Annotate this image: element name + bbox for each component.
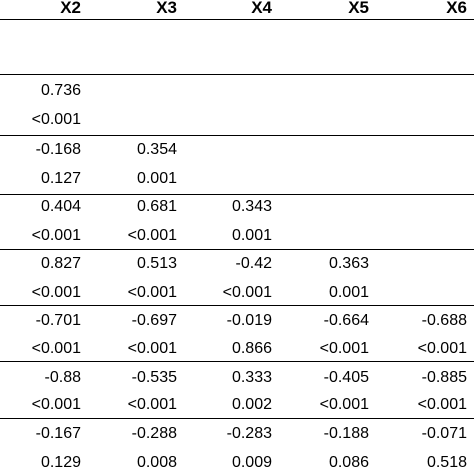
coefficient-cell: 0.354 <box>136 141 177 158</box>
p-value-cell: <0.001 <box>127 284 177 301</box>
p-value-cell: 0.086 <box>328 454 369 471</box>
coefficient-cell: 0.513 <box>136 255 177 272</box>
coefficient-cell: -0.42 <box>235 255 272 272</box>
coefficient-cell: -0.283 <box>226 425 272 442</box>
column-header: X6 <box>446 0 467 17</box>
p-value-cell: <0.001 <box>222 284 272 301</box>
table-header: X2 X3 X4 X5 X6 <box>0 0 474 20</box>
coefficient-cell: -0.288 <box>131 425 177 442</box>
row-divider <box>0 305 474 306</box>
p-value-cell: <0.001 <box>31 396 81 413</box>
coefficient-cell: -0.071 <box>421 425 467 442</box>
coefficient-cell: 0.404 <box>40 198 81 215</box>
p-value-cell: <0.001 <box>31 284 81 301</box>
p-value-cell: 0.866 <box>231 340 272 357</box>
coefficient-cell: -0.535 <box>131 369 177 386</box>
column-header: X2 <box>60 0 81 17</box>
p-value-cell: <0.001 <box>319 340 369 357</box>
coefficient-cell: -0.664 <box>323 312 369 329</box>
coefficient-cell: 0.343 <box>231 198 272 215</box>
coefficient-cell: -0.88 <box>44 369 81 386</box>
p-value-cell: <0.001 <box>127 227 177 244</box>
coefficient-cell: -0.697 <box>131 312 177 329</box>
p-value-cell: 0.129 <box>40 454 81 471</box>
coefficient-cell: 0.681 <box>136 198 177 215</box>
p-value-cell: 0.001 <box>328 284 369 301</box>
coefficient-cell: -0.188 <box>323 425 369 442</box>
coefficient-cell: -0.688 <box>421 312 467 329</box>
coefficient-cell: -0.167 <box>35 425 81 442</box>
row-divider <box>0 19 474 20</box>
p-value-cell: 0.001 <box>136 170 177 187</box>
p-value-cell: <0.001 <box>319 396 369 413</box>
p-value-cell: 0.127 <box>40 170 81 187</box>
column-header: X4 <box>251 0 272 17</box>
p-value-cell: <0.001 <box>127 340 177 357</box>
p-value-cell: 0.002 <box>231 396 272 413</box>
p-value-cell: <0.001 <box>31 340 81 357</box>
coefficient-cell: 0.333 <box>231 369 272 386</box>
p-value-cell: <0.001 <box>417 396 467 413</box>
row-divider <box>0 249 474 250</box>
p-value-cell: 0.008 <box>136 454 177 471</box>
p-value-cell: 0.001 <box>231 227 272 244</box>
row-divider <box>0 194 474 195</box>
coefficient-cell: -0.168 <box>35 141 81 158</box>
coefficient-cell: 0.736 <box>40 82 81 99</box>
p-value-cell: <0.001 <box>417 340 467 357</box>
row-divider <box>0 418 474 419</box>
p-value-cell: 0.518 <box>426 454 467 471</box>
row-divider <box>0 135 474 136</box>
row-divider <box>0 361 474 362</box>
coefficient-cell: -0.405 <box>323 369 369 386</box>
coefficient-cell: -0.019 <box>226 312 272 329</box>
p-value-cell: <0.001 <box>127 396 177 413</box>
column-header: X5 <box>348 0 369 17</box>
p-value-cell: <0.001 <box>31 227 81 244</box>
p-value-cell: <0.001 <box>31 111 81 128</box>
row-divider <box>0 74 474 75</box>
column-header: X3 <box>156 0 177 17</box>
coefficient-cell: -0.701 <box>35 312 81 329</box>
p-value-cell: 0.009 <box>231 454 272 471</box>
coefficient-cell: 0.363 <box>328 255 369 272</box>
coefficient-cell: -0.885 <box>421 369 467 386</box>
coefficient-cell: 0.827 <box>40 255 81 272</box>
